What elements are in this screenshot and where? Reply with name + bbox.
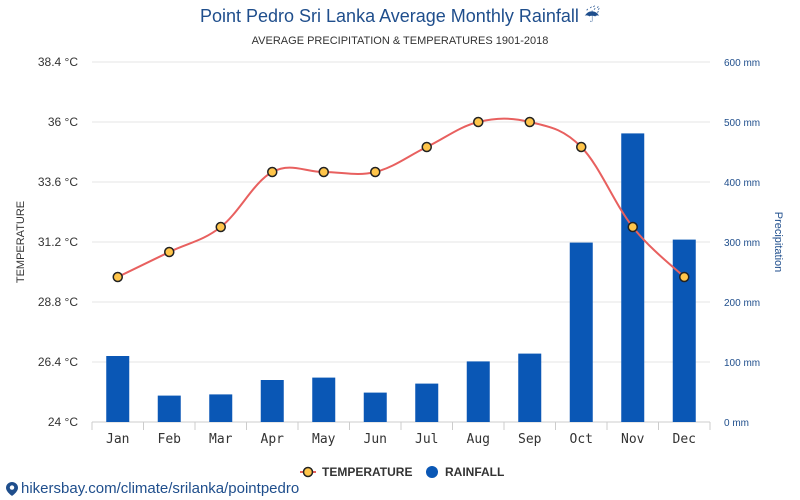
rainfall-bar [569, 242, 593, 422]
rainfall-bar [312, 377, 336, 422]
y-tick-label-right: 200 mm [724, 298, 760, 309]
source-link[interactable]: hikersbay.com/climate/srilanka/pointpedr… [6, 480, 299, 497]
y-tick-label-left: 24 °C [48, 415, 78, 429]
x-tick-label: Mar [209, 432, 233, 447]
x-tick-label: Dec [673, 432, 696, 447]
x-tick-label: Sep [518, 432, 542, 447]
x-tick-label: Jan [106, 432, 129, 447]
temperature-point [524, 116, 535, 128]
y-tick-label-left: 33.6 °C [38, 175, 78, 189]
temperature-line [117, 117, 685, 278]
y-tick-label-left: 31.2 °C [38, 235, 78, 249]
temperature-point [318, 166, 329, 178]
rainfall-bar [157, 395, 181, 422]
temperature-point [679, 271, 690, 283]
y-axis-title-right: Precipitation [772, 212, 784, 273]
rainfall-bar [518, 353, 542, 422]
source-url[interactable]: hikersbay.com/climate/srilanka/pointpedr… [21, 480, 300, 497]
y-tick-label-right: 0 mm [724, 418, 749, 429]
x-tick-label: Apr [261, 432, 285, 447]
y-tick-label-right: 100 mm [724, 358, 760, 369]
rainfall-bar [415, 383, 439, 422]
legend-rainfall-marker [426, 466, 438, 478]
y-tick-label-right: 400 mm [724, 178, 760, 189]
temperature-point [112, 271, 123, 283]
temperature-point [421, 141, 432, 153]
y-axis-title-left: TEMPERATURE [15, 201, 27, 283]
temperature-point [370, 166, 381, 178]
umbrella-icon: ☔ [583, 6, 601, 26]
y-tick-label-left: 26.4 °C [38, 355, 78, 369]
y-tick-label-right: 500 mm [724, 118, 760, 129]
temperature-point [164, 246, 175, 258]
x-tick-label: Jun [364, 432, 387, 447]
x-tick-label: Nov [621, 432, 645, 447]
chart-title-text: Point Pedro Sri Lanka Average Monthly Ra… [199, 6, 579, 26]
legend-temperature-marker [302, 466, 314, 478]
x-tick-label: Jul [415, 432, 438, 447]
y-tick-label-right: 600 mm [724, 58, 760, 69]
y-tick-label-right: 300 mm [724, 238, 760, 249]
temperature-point [627, 221, 638, 233]
legend-rainfall-label: RAINFALL [445, 465, 504, 479]
rainfall-bar [106, 356, 130, 422]
x-tick-label: May [312, 432, 336, 447]
temperature-point [473, 116, 484, 128]
temperature-point [576, 141, 587, 153]
x-tick-label: Oct [570, 432, 593, 447]
y-tick-label-left: 38.4 °C [38, 55, 78, 69]
map-pin-icon [6, 481, 18, 496]
x-tick-label: Aug [467, 432, 490, 447]
chart-subtitle: AVERAGE PRECIPITATION & TEMPERATURES 190… [251, 35, 549, 47]
rainfall-bar [209, 394, 233, 422]
x-tick-label: Feb [158, 432, 182, 447]
rainfall-bar [672, 239, 696, 422]
y-tick-label-left: 36 °C [48, 115, 78, 129]
chart-title: Point Pedro Sri Lanka Average Monthly Ra… [0, 6, 800, 27]
rainfall-bar [260, 380, 284, 422]
rainfall-bar [621, 133, 645, 422]
temperature-point [215, 221, 226, 233]
legend-temperature-label: TEMPERATURE [322, 465, 412, 479]
temperature-point [267, 166, 278, 178]
rainfall-bar [363, 392, 387, 422]
y-tick-label-left: 28.8 °C [38, 295, 78, 309]
rainfall-bar [466, 361, 490, 422]
